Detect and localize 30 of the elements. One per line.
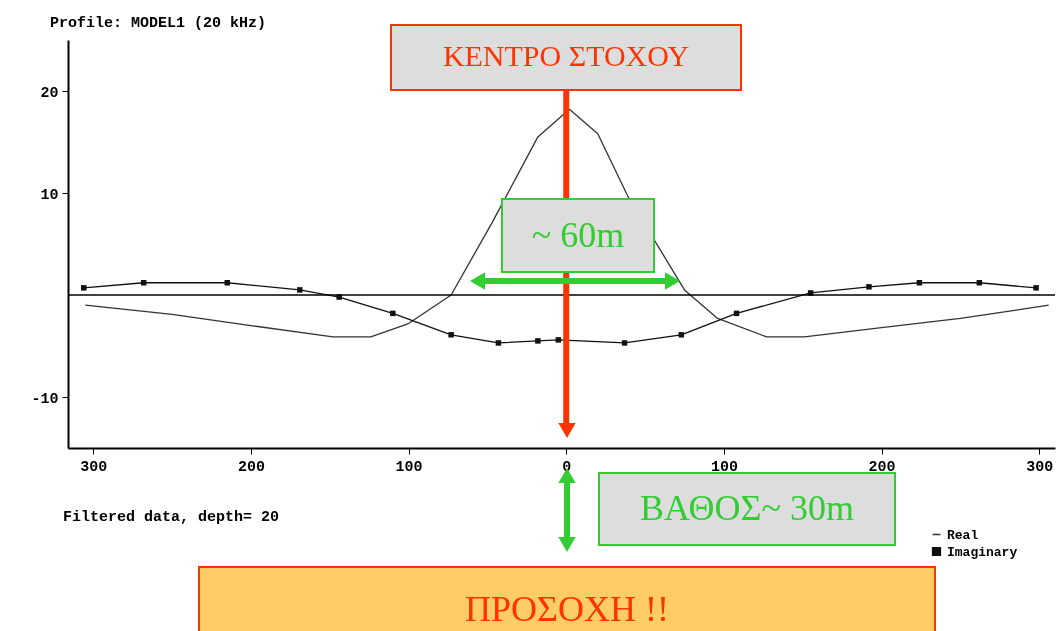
text: ΠΡΟΣΟΧΗ !!	[465, 589, 669, 629]
point	[81, 285, 87, 291]
x-tick-label: 300	[80, 458, 108, 476]
chart-title: Profile: MODEL1 (20 kHz)	[50, 15, 267, 32]
text: Filtered data, depth= 20	[63, 509, 280, 526]
y-tick-label: 20	[40, 84, 59, 102]
y-tick-label: 10	[40, 186, 59, 204]
point	[621, 340, 628, 346]
legend-label: Real	[947, 527, 979, 543]
text: ΒΑΘΟΣ~ 30m	[640, 488, 854, 528]
point	[678, 332, 685, 338]
x-tick-label: 200	[868, 458, 896, 476]
x-tick-label: 200	[237, 458, 265, 476]
annotation: ΚΕΝΤΡΟ ΣΤΟΧΟΥ	[442, 39, 690, 72]
point	[535, 338, 541, 344]
point	[1033, 285, 1039, 291]
point	[495, 340, 502, 346]
annotation: ~ 60m	[531, 215, 625, 255]
point	[390, 310, 396, 317]
point	[555, 337, 562, 343]
x-tick-label: 0	[562, 458, 572, 476]
x-tick-label: 300	[1026, 458, 1054, 476]
point	[297, 287, 303, 293]
y-tick-label: -10	[31, 390, 59, 408]
legend-label: Imaginary	[947, 544, 1018, 560]
point	[448, 332, 454, 338]
x-tick-label: 100	[395, 458, 423, 476]
line-series	[84, 108, 1050, 338]
x-tick-label: 100	[710, 458, 738, 476]
point	[866, 284, 872, 290]
